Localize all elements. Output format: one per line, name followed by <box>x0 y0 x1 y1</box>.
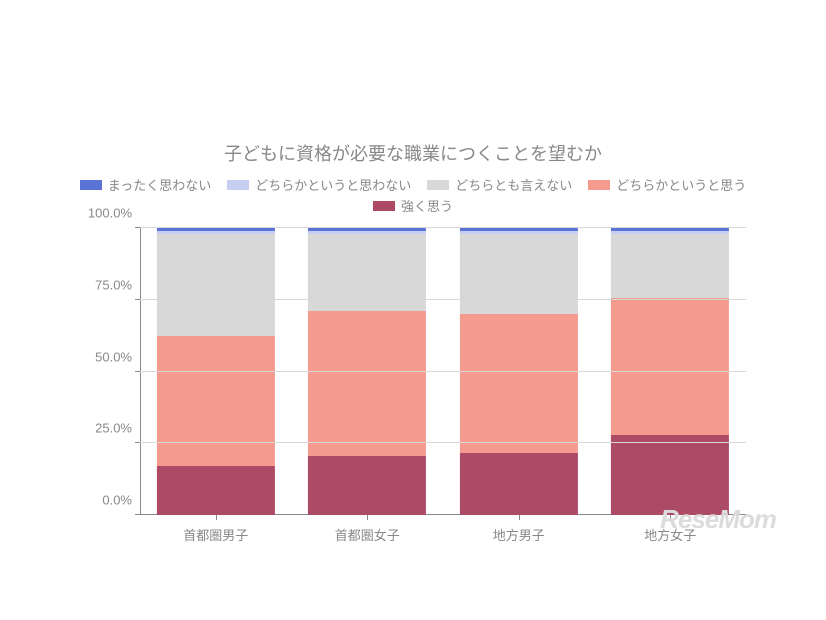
legend-label: どちらとも言えない <box>455 175 572 194</box>
legend-label: どちらかというと思う <box>616 175 746 194</box>
bar-segment <box>308 311 426 456</box>
legend-item: どちらかというと思わない <box>227 175 411 194</box>
bar-segment <box>460 234 578 314</box>
bar-slot: 地方男子 <box>443 228 595 515</box>
x-tick <box>367 515 368 520</box>
x-axis-label: 首都圏女子 <box>335 525 400 544</box>
x-tick <box>216 515 217 520</box>
y-tick <box>135 371 140 372</box>
stacked-bar <box>611 228 729 515</box>
watermark: ReseMom <box>660 504 776 535</box>
legend-label: どちらかというと思わない <box>255 175 411 194</box>
x-axis-label: 地方男子 <box>493 525 545 544</box>
y-axis-label: 25.0% <box>95 421 132 436</box>
bar-segment <box>460 453 578 515</box>
stacked-bar <box>460 228 578 515</box>
bar-slot: 首都圏男子 <box>140 228 292 515</box>
bar-segment <box>611 298 729 434</box>
y-axis-label: 50.0% <box>95 349 132 364</box>
bar-segment <box>157 234 275 336</box>
legend-swatch <box>80 180 102 190</box>
y-axis-label: 100.0% <box>88 206 132 221</box>
legend-label: まったく思わない <box>108 175 211 194</box>
legend-item: まったく思わない <box>80 175 211 194</box>
gridline <box>140 299 746 300</box>
bar-slot: 首都圏女子 <box>292 228 444 515</box>
bar-segment <box>157 336 275 467</box>
y-tick <box>135 227 140 228</box>
bar-segment <box>308 456 426 515</box>
gridline <box>140 371 746 372</box>
y-tick <box>135 299 140 300</box>
bar-segment <box>157 466 275 515</box>
gridline <box>140 227 746 228</box>
legend-swatch <box>227 180 249 190</box>
bar-segment <box>611 234 729 299</box>
chart-plot-area: 首都圏男子首都圏女子地方男子地方女子 0.0%25.0%50.0%75.0%10… <box>140 228 746 515</box>
legend-label: 強く思う <box>401 196 453 215</box>
x-tick <box>519 515 520 520</box>
x-axis-label: 首都圏男子 <box>183 525 248 544</box>
bar-segment <box>611 435 729 515</box>
legend-item: どちらかというと思う <box>588 175 746 194</box>
gridline <box>140 442 746 443</box>
y-tick <box>135 442 140 443</box>
bar-segment <box>460 314 578 453</box>
bars-container: 首都圏男子首都圏女子地方男子地方女子 <box>140 228 746 515</box>
y-axis-label: 75.0% <box>95 277 132 292</box>
legend-item: どちらとも言えない <box>427 175 572 194</box>
legend-swatch <box>427 180 449 190</box>
stacked-bar <box>308 228 426 515</box>
y-axis-label: 0.0% <box>102 493 132 508</box>
legend-row-1: まったく思わない どちらかというと思わない どちらとも言えない どちらかというと思う <box>0 175 826 194</box>
y-tick <box>135 514 140 515</box>
legend-item: 強く思う <box>373 196 453 215</box>
legend-swatch <box>588 180 610 190</box>
chart-title: 子どもに資格が必要な職業につくことを望むか <box>0 140 826 166</box>
legend-swatch <box>373 201 395 211</box>
stacked-bar <box>157 228 275 515</box>
bar-slot: 地方女子 <box>595 228 747 515</box>
